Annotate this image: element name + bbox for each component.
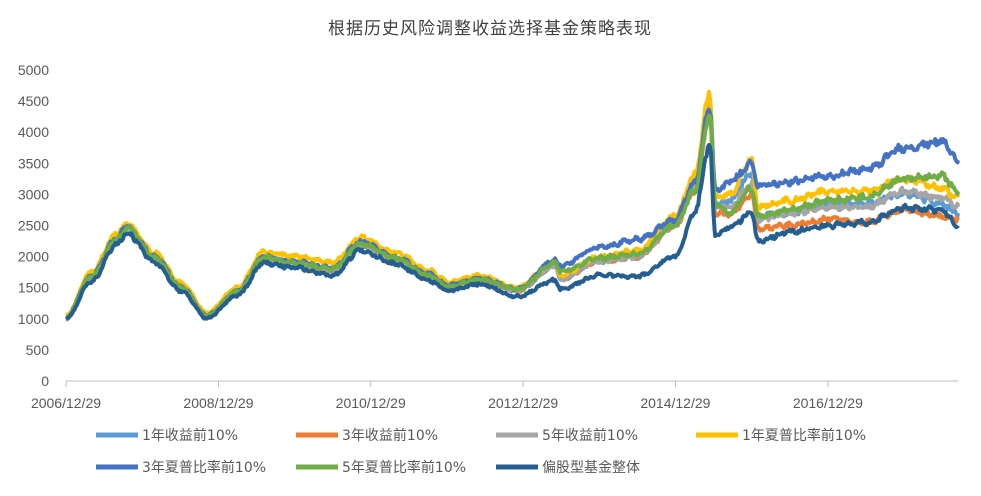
legend: 1年收益前10% 3年收益前10% 5年收益前10% 1年夏普比率前10% 3年夏普比率… (96, 427, 866, 476)
x-tick-label: 2014/12/29 (640, 395, 710, 411)
y-tick-label: 4500 (18, 93, 49, 109)
legend-label: 1年夏普比率前10% (742, 427, 866, 444)
legend-label: 1年收益前10% (142, 427, 238, 444)
y-tick-label: 500 (26, 342, 50, 358)
x-tick-label: 2016/12/29 (793, 395, 863, 411)
chart-title: 根据历史风险调整收益选择基金策略表现 (328, 19, 652, 39)
y-tick-label: 4000 (18, 124, 49, 140)
x-tick-label: 2008/12/29 (183, 395, 253, 411)
legend-label: 5年收益前10% (542, 427, 638, 444)
y-axis: 0 500 1000 1500 2000 2500 3000 3500 4000 4500 5000 (18, 62, 49, 389)
y-tick-label: 3000 (18, 186, 49, 202)
y-tick-label: 0 (41, 373, 49, 389)
x-tick-label: 2006/12/29 (31, 395, 101, 411)
series-layer (64, 89, 960, 322)
y-tick-label: 1000 (18, 311, 49, 327)
y-tick-label: 2000 (18, 249, 49, 265)
series-line (65, 113, 960, 320)
legend-label: 3年夏普比率前10% (142, 459, 266, 476)
legend-label: 偏股型基金整体 (542, 459, 640, 476)
x-tick-label: 2012/12/29 (488, 395, 558, 411)
legend-label: 5年夏普比率前10% (342, 459, 466, 476)
series-line (65, 143, 960, 321)
legend-label: 3年收益前10% (342, 427, 438, 444)
y-tick-label: 2500 (18, 218, 49, 234)
y-tick-label: 3500 (18, 155, 49, 171)
x-tick-label: 2010/12/29 (336, 395, 406, 411)
x-axis: 2006/12/29 2008/12/29 2010/12/29 2012/12/29… (31, 380, 958, 411)
y-tick-label: 1500 (18, 280, 49, 296)
y-tick-label: 5000 (18, 62, 49, 78)
